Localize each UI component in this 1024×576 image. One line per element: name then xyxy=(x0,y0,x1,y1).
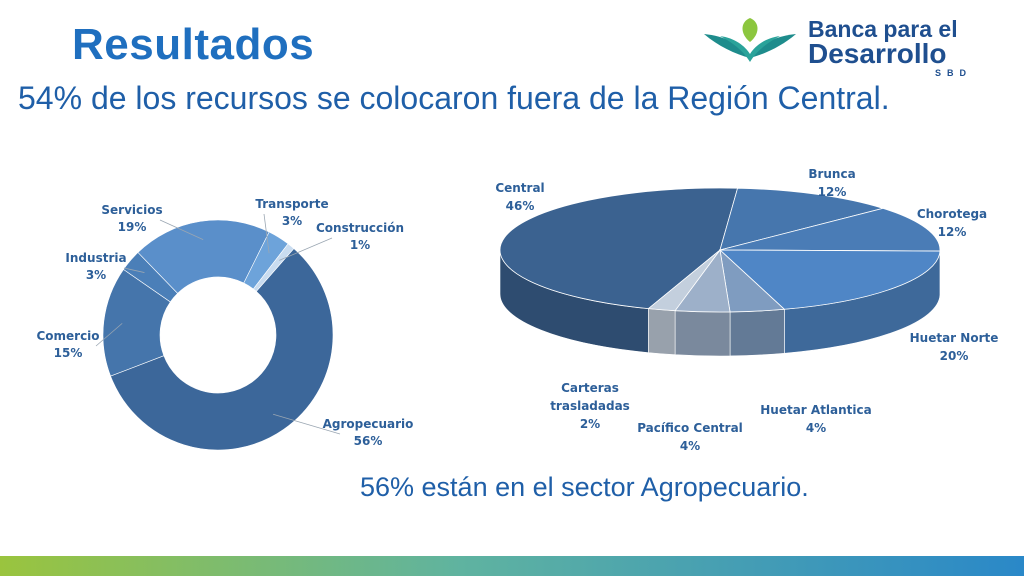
pie3d-value-huetar-atlantica: 4% xyxy=(806,421,826,435)
pie3d-label-huetar-norte: Huetar Norte xyxy=(910,331,999,345)
logo-line3: SBD xyxy=(935,68,973,78)
pie3d-label-brunca: Brunca xyxy=(808,167,855,181)
pie3d-label-huetar-atlantica: Huetar Atlantica xyxy=(760,403,872,417)
donut-value-agropecuario: 56% xyxy=(354,434,383,448)
pie3d-label-carteras-trasladadas-1: Carteras xyxy=(561,381,619,395)
donut-label-comercio: Comercio xyxy=(36,329,99,343)
pie3d-value-carteras-trasladadas: 2% xyxy=(580,417,600,431)
donut-slice-construccion xyxy=(252,243,295,292)
donut-leader-servicios xyxy=(159,219,204,241)
donut-value-transporte: 3% xyxy=(282,214,302,228)
pie3d-value-huetar-norte: 20% xyxy=(940,349,969,363)
pie3d-slice-huetar-norte xyxy=(718,249,941,310)
donut-label-industria: Industria xyxy=(65,251,126,265)
donut-label-agropecuario: Agropecuario xyxy=(323,417,414,431)
bank-logo: Banca para el Desarrollo SBD xyxy=(700,14,990,78)
sector-note: 56% están en el sector Agropecuario. xyxy=(360,472,809,502)
pie3d-side-carteras-trasladadas xyxy=(648,308,676,356)
donut-value-industria: 3% xyxy=(86,268,106,282)
donut-leader-agropecuario xyxy=(273,413,341,435)
logo-line2: Desarrollo xyxy=(808,38,947,69)
pie3d-slice-brunca xyxy=(719,187,885,251)
leaf-logo-icon xyxy=(704,18,796,62)
pie3d-label-pacifico-central: Pacífico Central xyxy=(637,421,743,435)
pie3d-slice-central xyxy=(499,187,739,310)
donut-leader-industria xyxy=(123,267,145,273)
page-title: Resultados xyxy=(72,20,315,69)
pie3d-label-carteras-trasladadas-2: trasladadas xyxy=(550,399,630,413)
pie3d-value-central: 46% xyxy=(506,199,535,213)
page-subtitle: 54% de los recursos se colocaron fuera d… xyxy=(18,80,890,116)
donut-label-servicios: Servicios xyxy=(101,203,162,217)
donut-value-comercio: 15% xyxy=(54,346,83,360)
pie3d-side-huetar-atlantica xyxy=(729,308,785,357)
donut-label-construccion: Construcción xyxy=(316,221,404,235)
donut-leader-construccion xyxy=(279,237,333,261)
pie3d-side-pacifico-central xyxy=(674,310,731,357)
bottom-gradient-bar xyxy=(0,556,1024,576)
donut-slice-agropecuario xyxy=(110,248,334,451)
donut-leader-comercio xyxy=(95,323,123,347)
donut-value-construccion: 1% xyxy=(350,238,370,252)
donut-label-transporte: Transporte xyxy=(255,197,328,211)
sector-donut-chart: Agropecuario 56% Comercio 15% Industria 3% Ser… xyxy=(36,197,414,451)
donut-leader-transporte xyxy=(263,213,270,254)
donut-value-servicios: 19% xyxy=(118,220,147,234)
logo-line1: Banca para el xyxy=(808,16,958,42)
pie3d-label-chorotega: Chorotega xyxy=(917,207,987,221)
pie3d-slice-chorotega xyxy=(719,207,941,252)
pie3d-value-brunca: 12% xyxy=(818,185,847,199)
pie3d-value-pacifico-central: 4% xyxy=(680,439,700,450)
pie3d-value-chorotega: 12% xyxy=(938,225,967,239)
pie3d-label-central: Central xyxy=(495,181,544,195)
pie3d-slice-carteras-trasladadas xyxy=(647,249,721,312)
region-3d-pie-chart: Central 46% Brunca 12% Chorotega 12% Huetar No… xyxy=(495,167,999,450)
